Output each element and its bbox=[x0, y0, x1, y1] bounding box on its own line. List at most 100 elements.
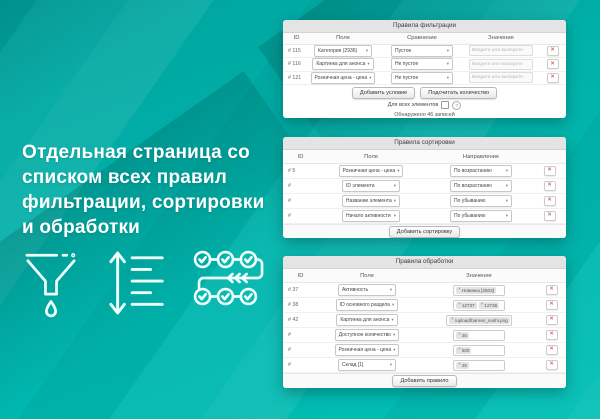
row-id: # bbox=[288, 332, 291, 338]
table-header: ID Поле Сравнение Значение bbox=[283, 33, 566, 45]
value-tags-input[interactable]: × 25 bbox=[453, 359, 505, 371]
direction-select[interactable]: По убыванию ▾ bbox=[450, 195, 512, 207]
column-header-comparison: Сравнение bbox=[407, 35, 437, 42]
field-select[interactable]: Начало активности ▾ bbox=[342, 210, 400, 222]
remove-tag-icon[interactable]: × bbox=[480, 301, 484, 307]
delete-row-button[interactable]: ✕ bbox=[545, 330, 558, 340]
delete-icon: ✕ bbox=[549, 346, 554, 353]
value-tag: × 500 bbox=[456, 346, 472, 354]
chevron-down-icon: ▾ bbox=[393, 346, 396, 352]
chevron-down-icon: ▾ bbox=[367, 61, 370, 67]
field-select[interactable]: Розничная цена - цена ▾ bbox=[338, 165, 404, 177]
chevron-down-icon: ▾ bbox=[365, 47, 368, 53]
table-row: # Начало активности ▾ По убыванию ▾ ✕ bbox=[283, 209, 566, 224]
delete-row-button[interactable]: ✕ bbox=[545, 300, 558, 310]
add-rule-button[interactable]: Добавить правило bbox=[392, 375, 457, 387]
chevron-down-icon: ▾ bbox=[393, 197, 397, 203]
delete-icon: ✕ bbox=[549, 316, 554, 323]
field-select[interactable]: Картинка для анонса ▾ bbox=[336, 314, 398, 326]
value-input[interactable] bbox=[469, 58, 533, 70]
delete-icon: ✕ bbox=[547, 197, 552, 204]
value-tags-input[interactable]: ×/upload/banner_sushi.png bbox=[446, 314, 512, 326]
remove-tag-icon[interactable]: × bbox=[458, 361, 461, 367]
chevron-down-icon: ▾ bbox=[446, 47, 449, 53]
comparison-select[interactable]: Не пустое ▾ bbox=[391, 71, 453, 84]
field-select[interactable]: Доступное количество ▾ bbox=[334, 329, 400, 341]
page-title-line: и обработки bbox=[22, 217, 141, 239]
comparison-select[interactable]: Не пустое ▾ bbox=[391, 58, 453, 71]
row-id: # 37 bbox=[288, 287, 299, 293]
delete-icon: ✕ bbox=[549, 361, 554, 368]
value-tags-input[interactable]: × 25 bbox=[453, 329, 505, 341]
delete-icon: ✕ bbox=[547, 167, 552, 174]
delete-row-button[interactable]: ✕ bbox=[543, 181, 556, 191]
process-rules-panel: Правила обработки ID Поле Значение # 37 … bbox=[283, 256, 566, 388]
chevron-down-icon: ▾ bbox=[446, 61, 449, 67]
column-header-value: Значение bbox=[466, 272, 492, 279]
remove-tag-icon[interactable]: × bbox=[458, 331, 461, 337]
column-header-field: Поле bbox=[364, 153, 378, 160]
chevron-down-icon: ▾ bbox=[389, 361, 392, 367]
sort-order-icon bbox=[106, 246, 168, 320]
chevron-down-icon: ▾ bbox=[505, 167, 508, 173]
filter-funnel-icon bbox=[20, 246, 82, 320]
chevron-down-icon: ▾ bbox=[391, 316, 394, 322]
remove-tag-icon[interactable]: × bbox=[458, 286, 461, 292]
table-row: # Склад [1] ▾ × 25 ✕ bbox=[283, 358, 566, 373]
table-row: # 42 Картинка для анонса ▾ ×/upload/banne… bbox=[283, 313, 566, 328]
field-select[interactable]: Розничная цена - цена ▾ bbox=[310, 71, 376, 84]
table-header: ID Поле Значение bbox=[283, 269, 566, 283]
delete-row-button[interactable]: ✕ bbox=[545, 315, 558, 325]
records-found-text: Обнаружено 46 записей bbox=[394, 111, 455, 118]
comparison-select[interactable]: Пустое ▾ bbox=[391, 44, 453, 57]
value-input[interactable] bbox=[469, 45, 533, 57]
page-title-line: списком всех правил bbox=[22, 167, 228, 189]
field-select[interactable]: ID элемента ▾ bbox=[342, 180, 400, 192]
delete-row-button[interactable]: ✕ bbox=[546, 72, 559, 83]
value-tags-input[interactable]: × 500 bbox=[453, 344, 505, 356]
for-all-label: Для всех элементов bbox=[387, 102, 439, 109]
remove-tag-icon[interactable]: × bbox=[458, 346, 461, 352]
help-icon[interactable]: ? bbox=[452, 100, 462, 110]
count-quantity-button[interactable]: Подсчитать количество bbox=[420, 86, 498, 99]
add-condition-button[interactable]: Добавить условие bbox=[351, 86, 416, 99]
delete-row-button[interactable]: ✕ bbox=[543, 211, 556, 221]
field-select[interactable]: ID основного раздела ▾ bbox=[335, 299, 399, 311]
delete-row-button[interactable]: ✕ bbox=[546, 59, 559, 70]
table-row: # ID элемента ▾ По возрастанию ▾ ✕ bbox=[283, 179, 566, 194]
panel-title: Правила обработки bbox=[283, 256, 566, 269]
direction-select[interactable]: По возрастанию ▾ bbox=[450, 165, 512, 177]
delete-row-button[interactable]: ✕ bbox=[545, 345, 558, 355]
remove-tag-icon[interactable]: × bbox=[458, 301, 461, 307]
delete-row-button[interactable]: ✕ bbox=[543, 196, 556, 206]
row-id: # bbox=[288, 362, 291, 368]
field-select[interactable]: Розничная цена - цена ▾ bbox=[334, 344, 400, 356]
field-select[interactable]: Активность ▾ bbox=[338, 284, 396, 296]
table-row: # 115 Категория (2936)▾ Пустое▾ ✕ bbox=[283, 44, 566, 59]
direction-select[interactable]: По возрастанию ▾ bbox=[450, 180, 512, 192]
row-id: # bbox=[288, 213, 291, 219]
delete-row-button[interactable]: ✕ bbox=[545, 360, 558, 370]
chevron-down-icon: ▾ bbox=[505, 197, 508, 203]
field-select[interactable]: Категория (2936) ▾ bbox=[314, 44, 372, 57]
value-tag: × 25 bbox=[456, 331, 469, 339]
table-header: ID Поле Направление bbox=[283, 150, 566, 164]
field-select[interactable]: Картинка для анонса ▾ bbox=[312, 58, 374, 71]
direction-select[interactable]: По убыванию ▾ bbox=[450, 210, 512, 222]
remove-tag-icon[interactable]: × bbox=[451, 316, 454, 322]
table-row: # 37 Активность ▾ × Новинка [2503] ✕ bbox=[283, 283, 566, 298]
value-input[interactable] bbox=[469, 72, 533, 84]
chevron-down-icon: ▾ bbox=[392, 331, 396, 337]
value-tag: × Новинка [2503] bbox=[456, 286, 496, 294]
chevron-down-icon: ▾ bbox=[393, 212, 396, 218]
field-select[interactable]: Склад [1] ▾ bbox=[338, 359, 396, 371]
delete-row-button[interactable]: ✕ bbox=[543, 166, 556, 176]
workflow-checks-icon bbox=[192, 246, 266, 310]
value-tags-input[interactable]: × 12737 × 12736 bbox=[453, 299, 505, 311]
field-select[interactable]: Название элемента ▾ bbox=[341, 195, 401, 207]
delete-row-button[interactable]: ✕ bbox=[546, 45, 559, 56]
for-all-checkbox[interactable] bbox=[441, 101, 450, 110]
delete-row-button[interactable]: ✕ bbox=[545, 285, 558, 295]
add-sort-button[interactable]: Добавить сортировку bbox=[388, 225, 461, 238]
value-tags-input[interactable]: × Новинка [2503] bbox=[453, 284, 505, 296]
